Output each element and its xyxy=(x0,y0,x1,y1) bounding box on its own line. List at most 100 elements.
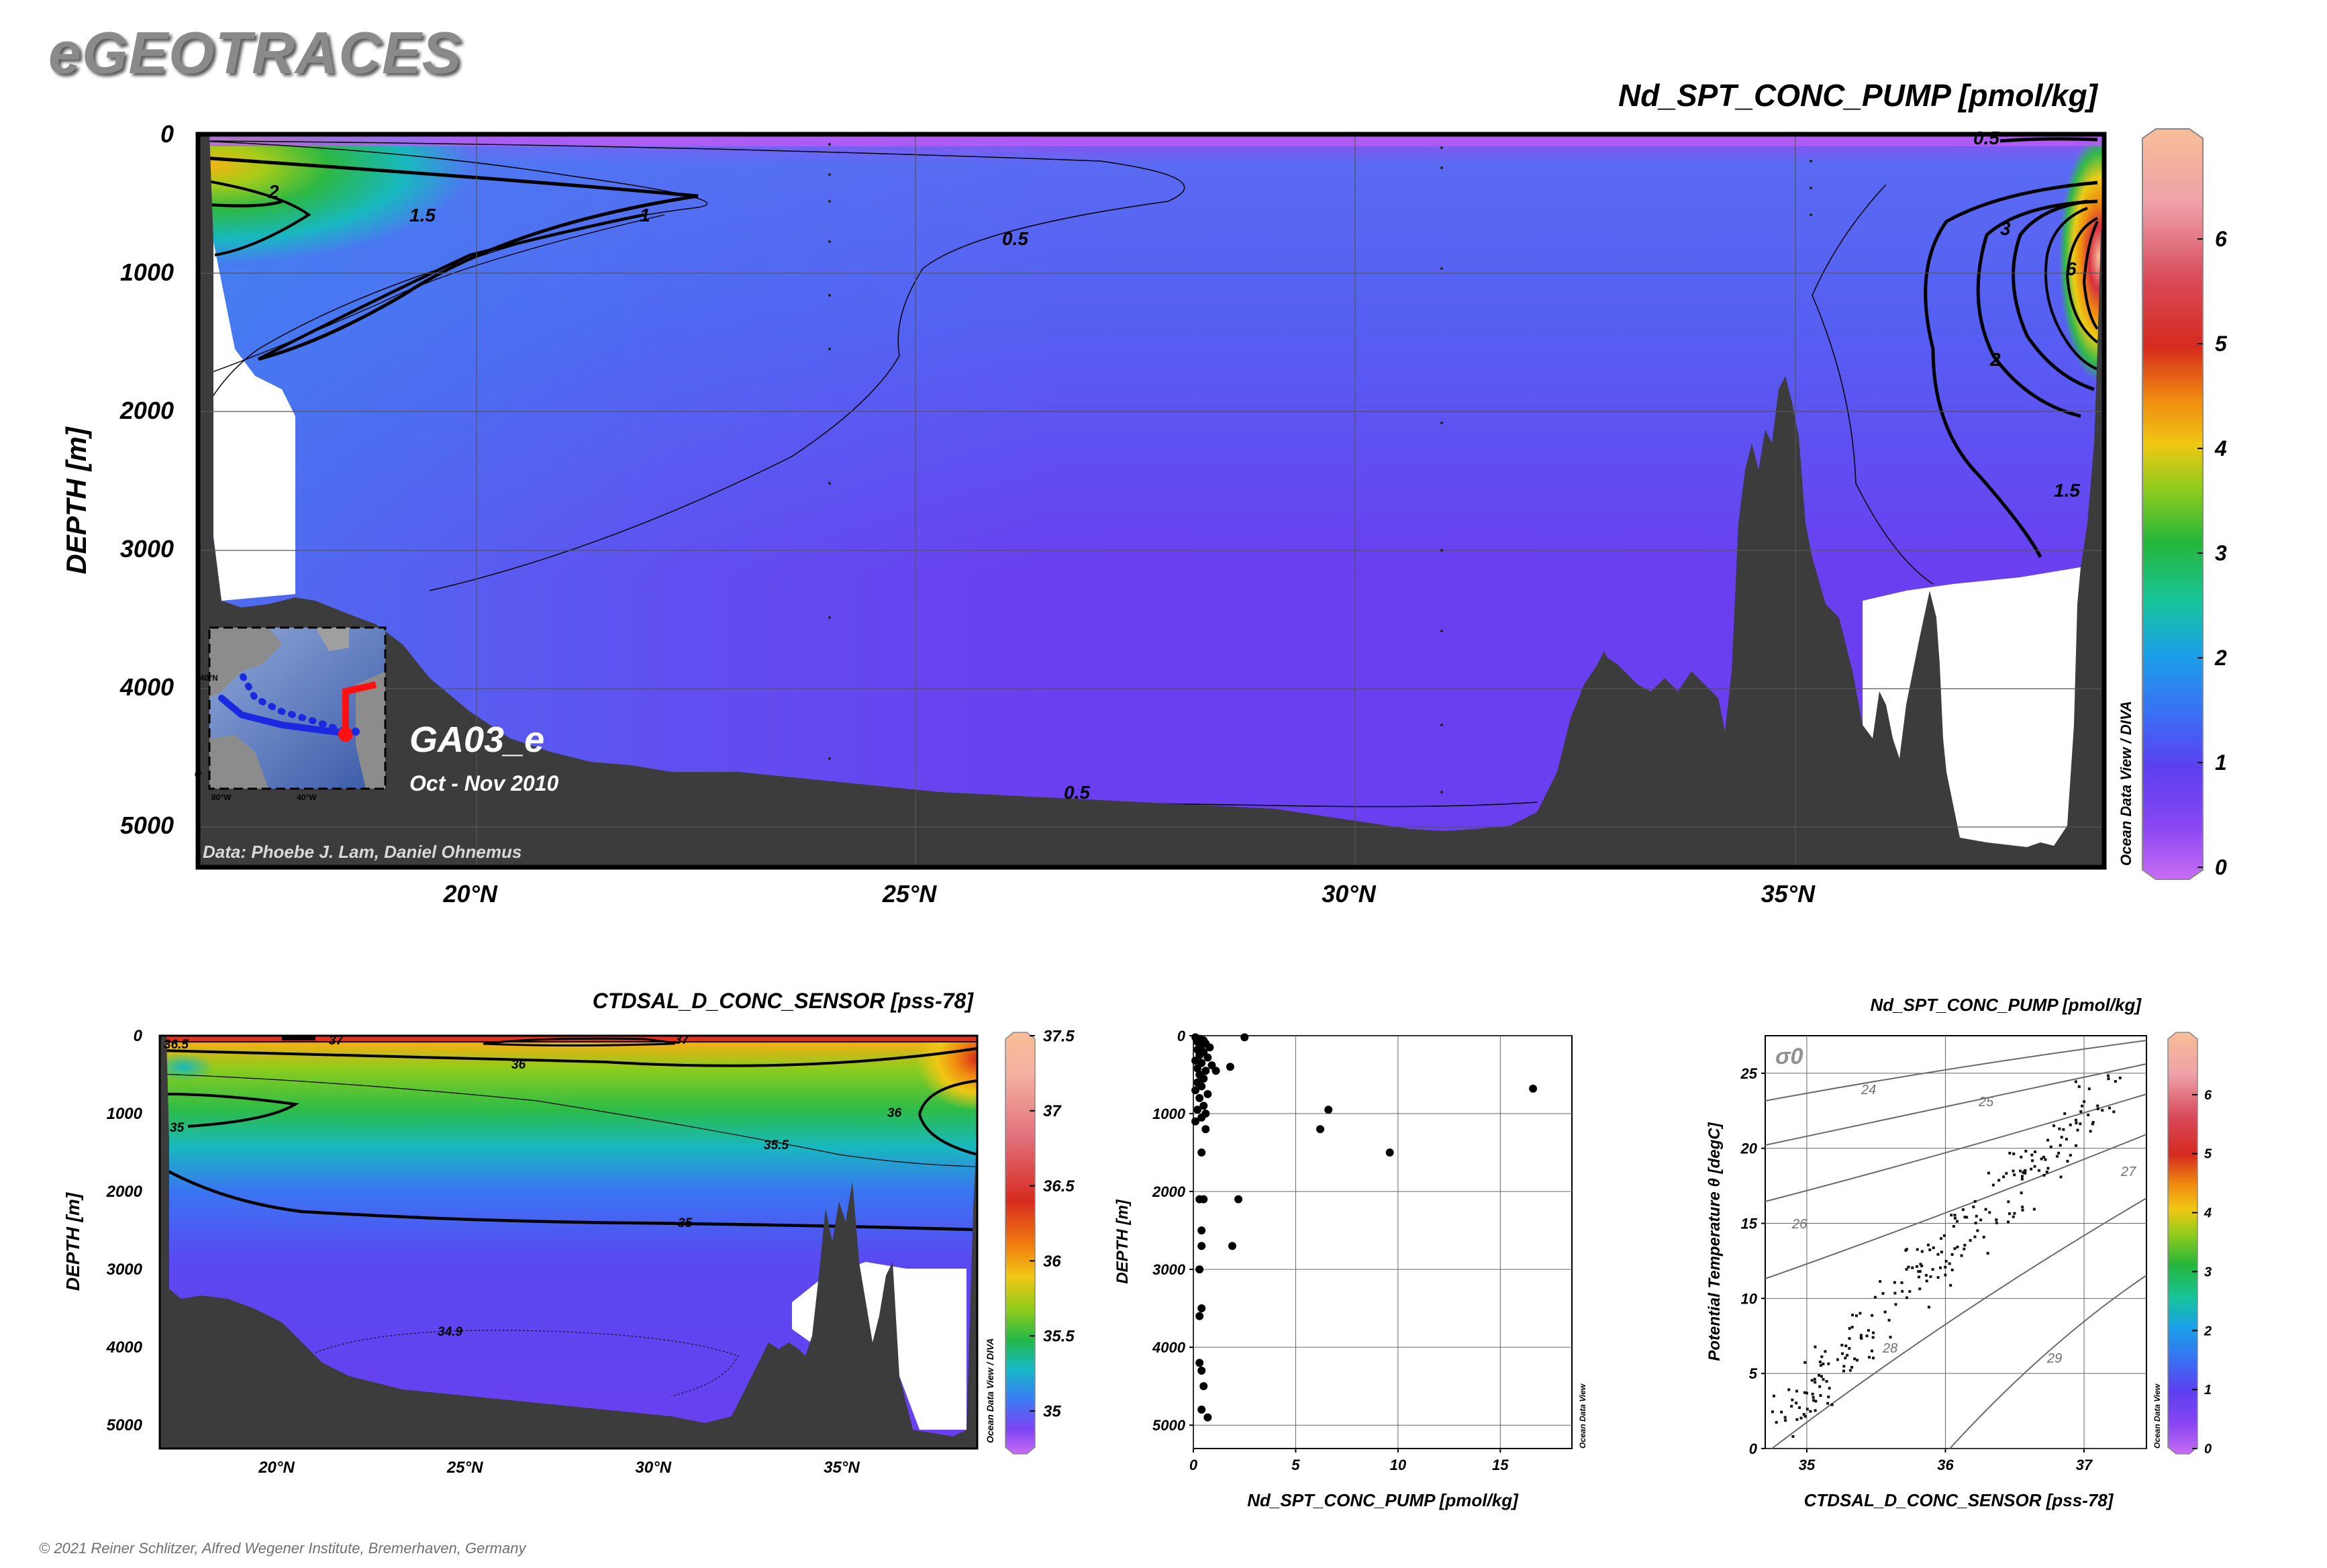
ts-point xyxy=(1928,1248,1932,1252)
sal-colorbar-ticks: 35 35.5 36 36.5 37 37.5 xyxy=(1030,1027,1075,1420)
main-title: Nd_SPT_CONC_PUMP [pmol/kg] xyxy=(1618,78,2099,113)
x-tick-label: 35 xyxy=(1799,1457,1816,1473)
ts-point xyxy=(1859,1334,1863,1337)
ts-point xyxy=(1842,1369,1845,1373)
ts-point xyxy=(1812,1399,1816,1402)
sal-colorbar: 35 35.5 36 36.5 37 37.5 xyxy=(1005,1027,1075,1455)
main-station-dots xyxy=(828,143,1812,793)
sal-label-35: 35 xyxy=(170,1121,185,1135)
scatter-point xyxy=(1197,1113,1206,1122)
nd-depth-xlabel: Nd_SPT_CONC_PUMP [pmol/kg] xyxy=(1247,1490,1519,1510)
ts-point xyxy=(1850,1365,1854,1369)
ts-sigma-label: σ0 xyxy=(1775,1044,1803,1069)
ts-point xyxy=(2081,1104,2084,1108)
sal-ylabel: DEPTH [m] xyxy=(62,1191,83,1291)
ts-point xyxy=(1950,1268,1954,1271)
nd-depth-frame xyxy=(1193,1035,1573,1449)
ts-point xyxy=(1982,1236,1985,1239)
nd-high-right xyxy=(1852,134,2104,618)
ts-point xyxy=(2012,1169,2015,1173)
scatter-point xyxy=(1226,1063,1234,1071)
ts-point xyxy=(1822,1362,1825,1365)
x-tick-label: 25°N xyxy=(882,880,937,908)
ts-point xyxy=(1799,1416,1803,1420)
copyright-notice: © 2021 Reiner Schlitzer, Alfred Wegener … xyxy=(39,1540,526,1557)
nd-depth-grid xyxy=(1193,1035,1572,1449)
ts-point xyxy=(2107,1074,2110,1077)
ts-point xyxy=(2040,1157,2043,1161)
ts-point xyxy=(2074,1144,2077,1147)
main-colorbar-bar xyxy=(2142,128,2204,880)
ts-point xyxy=(1920,1264,1924,1267)
ts-point xyxy=(1881,1291,1885,1295)
x-tick-label: 25°N xyxy=(446,1459,483,1477)
ts-point xyxy=(1988,1211,1991,1214)
ts-point xyxy=(2052,1124,2056,1128)
ts-point xyxy=(1953,1247,1957,1251)
ts-point xyxy=(2069,1154,2072,1157)
ts-point xyxy=(1965,1216,1969,1219)
sal-colorbar-bar xyxy=(1005,1032,1036,1455)
ts-point xyxy=(1972,1206,1975,1209)
ts-point xyxy=(1840,1352,1844,1355)
ts-point xyxy=(1984,1208,1987,1211)
scatter-point xyxy=(1191,1086,1200,1095)
ts-point xyxy=(1791,1398,1794,1402)
ts-point xyxy=(1795,1389,1799,1393)
ts-point xyxy=(1949,1283,1952,1287)
ts-point xyxy=(2118,1076,2122,1079)
colorbar-tick-label: 5 xyxy=(2204,1147,2212,1162)
inset-map-track-west xyxy=(240,673,349,735)
main-contour-labels: 2 1.5 1 0.5 0.5 3 6 2 1.5 0.5 xyxy=(268,128,2080,803)
ts-point xyxy=(1976,1229,1979,1232)
scatter-point xyxy=(1529,1084,1538,1093)
main-colorbar-ticks: 0 1 2 3 4 5 6 xyxy=(2197,227,2228,879)
contour-label-6: 6 xyxy=(2066,258,2077,279)
ts-frame xyxy=(1765,1035,2147,1449)
nd-depth-ticks: 0 5 10 15 0 1000 2000 3000 4000 5000 xyxy=(1152,1028,1509,1473)
colorbar-tick-label: 0 xyxy=(2215,855,2227,879)
ts-point xyxy=(2057,1151,2061,1155)
ts-point xyxy=(1944,1259,1948,1263)
ts-point xyxy=(1814,1345,1817,1349)
ts-colorbar-bar xyxy=(2167,1032,2198,1455)
ts-point xyxy=(2108,1106,2111,1110)
colorbar-tick-label: 3 xyxy=(2215,541,2227,565)
scatter-point xyxy=(1228,1242,1236,1251)
ts-xlabel: CTDSAL_D_CONC_SENSOR [pss-78] xyxy=(1804,1490,2114,1510)
iso-label-28: 28 xyxy=(1882,1341,1897,1356)
nd-high-left xyxy=(198,134,936,416)
scatter-point xyxy=(1199,1074,1208,1083)
ts-point xyxy=(1986,1252,1989,1255)
ts-point xyxy=(2013,1212,2016,1215)
ts-point xyxy=(2045,1170,2048,1173)
sal-contour-labels: 36.5 37 37 36 36 35 35.5 35 34.9 xyxy=(164,1033,902,1339)
ts-point xyxy=(1924,1273,1928,1277)
inset-map-track-west2 xyxy=(218,695,349,736)
y-tick-label: 15 xyxy=(1741,1216,1758,1232)
main-grid xyxy=(198,134,2104,867)
ts-point xyxy=(1851,1314,1854,1317)
colorbar-tick-label: 5 xyxy=(2215,332,2228,356)
ts-point xyxy=(1813,1377,1816,1381)
ts-point xyxy=(1953,1216,1957,1220)
y-tick-label: 0 xyxy=(134,1027,143,1045)
ts-point xyxy=(1925,1279,1928,1283)
ts-point xyxy=(1803,1415,1807,1418)
y-tick-label: 2000 xyxy=(106,1183,143,1201)
ts-point xyxy=(1819,1364,1822,1367)
ts-point xyxy=(1893,1281,1896,1284)
colorbar-tick-label: 2 xyxy=(2214,646,2227,670)
ts-ylabel: Potential Temperature θ [degC] xyxy=(1705,1122,1724,1361)
nd-contours xyxy=(201,137,2099,807)
main-period-label: Oct - Nov 2010 xyxy=(409,771,559,795)
iso-label-27: 27 xyxy=(2120,1165,2136,1179)
scatter-point xyxy=(1203,1413,1212,1422)
ts-point xyxy=(2030,1167,2033,1171)
ts-point xyxy=(1844,1357,1847,1360)
ts-point xyxy=(2030,1153,2034,1157)
sal-frame xyxy=(158,1034,979,1450)
ts-point xyxy=(1775,1421,1778,1424)
ts-point xyxy=(1797,1406,1801,1410)
scatter-point xyxy=(1197,1366,1206,1375)
